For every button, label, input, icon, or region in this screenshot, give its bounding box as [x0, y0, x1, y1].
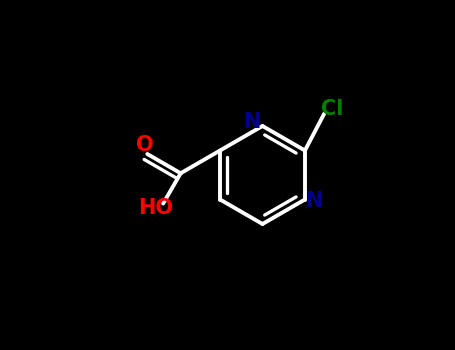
Text: O: O	[136, 135, 154, 155]
Text: Cl: Cl	[321, 98, 343, 119]
Text: HO: HO	[138, 198, 173, 218]
Text: N: N	[243, 112, 261, 133]
Text: N: N	[305, 191, 323, 211]
